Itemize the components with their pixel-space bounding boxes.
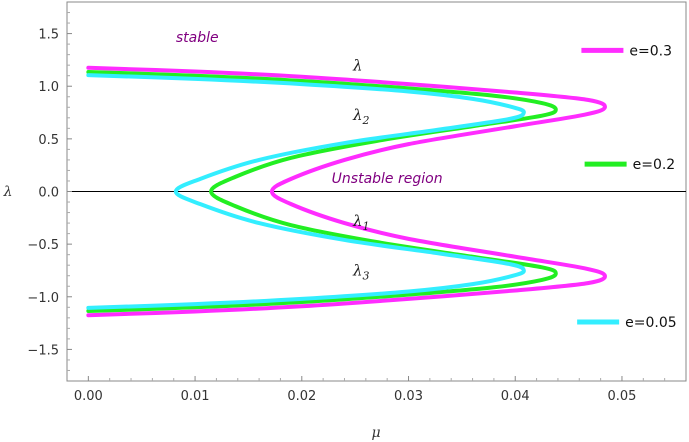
curve-label-layer: λ λ2 λ1 λ3	[352, 56, 370, 282]
y-tick-label: −1.5	[27, 343, 59, 358]
series-layer	[86, 65, 607, 318]
y-tick-label: 1.0	[38, 80, 59, 95]
x-tick-label: 0.00	[74, 389, 103, 404]
annotation: Unstable region	[332, 171, 443, 187]
curve-label-subscript: 3	[363, 270, 370, 283]
curve-label: λ3	[352, 262, 370, 283]
y-tick-label: 0.5	[38, 133, 59, 148]
y-tick-label: −1.0	[27, 291, 59, 306]
x-axis-label: μ	[371, 425, 380, 441]
x-tick-label: 0.02	[287, 389, 316, 404]
x-tick-label: 0.03	[394, 389, 423, 404]
curve-label: λ	[352, 56, 363, 74]
y-tick-label: 1.5	[38, 28, 59, 43]
series-line	[86, 65, 607, 318]
annotation-layer: stable Unstable region	[176, 30, 443, 187]
x-tick-label: 0.04	[501, 389, 530, 404]
y-axis-label: λ	[3, 184, 13, 200]
annotation: stable	[176, 30, 219, 46]
curve-label: λ2	[352, 106, 370, 127]
curve-label: λ1	[352, 212, 370, 233]
curve-label-subscript: 1	[363, 220, 370, 233]
legend-label: e=0.2	[633, 157, 676, 173]
x-tick-label: 0.01	[181, 389, 210, 404]
series-line	[86, 73, 526, 310]
x-tick-label: 0.05	[607, 389, 636, 404]
legend-label: e=0.05	[625, 315, 677, 331]
y-axis-ticks: −1.5 −1.0 −0.5 0.0 0.5 1.0 1.5	[27, 12, 72, 371]
legend: e=0.3 e=0.2 e=0.05	[577, 43, 677, 331]
y-tick-label: −0.5	[27, 238, 59, 253]
y-tick-label: 0.0	[38, 186, 59, 201]
x-axis-ticks: 0.00 0.01 0.02 0.03 0.04 0.05	[74, 376, 666, 404]
series-line	[86, 70, 558, 313]
curve-label-subscript: 2	[362, 114, 370, 127]
legend-label: e=0.3	[629, 43, 672, 59]
